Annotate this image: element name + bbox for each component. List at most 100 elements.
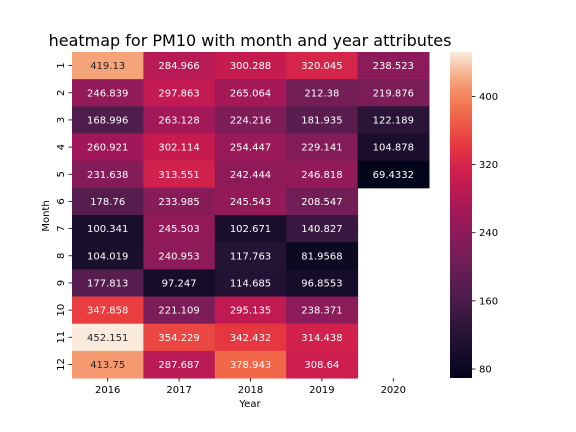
cell-value-label: 260.921 (87, 143, 128, 154)
y-tick-label: 4 (56, 144, 67, 150)
cell-value-label: 140.827 (301, 224, 342, 235)
cell-value-label: 104.878 (373, 143, 414, 154)
heatmap-cell (143, 269, 216, 298)
cell-value-label: 452.151 (87, 333, 128, 344)
cell-value-label: 219.876 (373, 88, 414, 99)
cell-value-label: 122.189 (373, 115, 414, 126)
cell-value-label: 181.935 (301, 115, 342, 126)
heatmap-cell (286, 269, 359, 298)
heatmap-cell (214, 296, 287, 325)
cell-value-label: 114.685 (230, 278, 271, 289)
cell-value-label: 168.996 (87, 115, 128, 126)
heatmap-cell (214, 52, 287, 80)
cell-value-label: 284.966 (158, 61, 199, 72)
heatmap-cell (286, 160, 359, 189)
heatmap-cell (357, 160, 430, 189)
heatmap-cell (214, 106, 287, 135)
cell-value-label: 178.76 (90, 197, 125, 208)
heatmap-cell (143, 215, 216, 243)
heatmap-cell (143, 350, 216, 379)
cell-value-label: 117.763 (230, 251, 271, 262)
heatmap-cell (72, 52, 144, 80)
heatmap-cell (214, 350, 287, 379)
cell-value-label: 238.371 (301, 306, 342, 317)
cell-value-label: 102.671 (230, 224, 271, 235)
heatmap-cell (214, 242, 287, 270)
heatmap-cell (143, 106, 216, 135)
cell-value-label: 308.64 (304, 360, 339, 371)
cell-value-label: 231.638 (87, 170, 128, 181)
heatmap-cell (143, 296, 216, 325)
cell-value-label: 245.543 (230, 197, 271, 208)
cell-value-label: 104.019 (87, 251, 128, 262)
cell-value-label: 221.109 (158, 306, 199, 317)
heatmap-cell (143, 160, 216, 189)
y-tick-label: 10 (56, 304, 67, 317)
heatmap-cell (72, 133, 144, 162)
cell-value-label: 224.216 (230, 115, 271, 126)
heatmap-cell (214, 160, 287, 189)
heatmap-cell (72, 160, 144, 189)
x-axis-ticks: 2016 2017 2018 2019 2020 (95, 378, 406, 396)
cell-value-label: 242.444 (230, 170, 271, 181)
cell-value-label: 240.953 (158, 251, 199, 262)
heatmap-cell (286, 133, 359, 162)
cell-value-label: 69.4332 (373, 170, 414, 181)
y-tick-label: 9 (56, 280, 67, 286)
cell-value-label: 229.141 (301, 143, 342, 154)
cell-value-label: 254.447 (230, 143, 271, 154)
x-tick-label: 2019 (309, 385, 334, 396)
heatmap-cell (72, 79, 144, 107)
x-tick-label: 2018 (238, 385, 263, 396)
colorbar-tick-label: 80 (479, 364, 492, 375)
heatmap-cell (72, 296, 144, 325)
heatmap-cell (357, 106, 430, 135)
heatmap-cell (286, 106, 359, 135)
heatmap-cell (72, 215, 144, 243)
cell-value-label: 347.858 (87, 306, 128, 317)
heatmap-cell (286, 296, 359, 325)
heatmap-cell (72, 242, 144, 270)
cell-value-label: 354.229 (158, 333, 199, 344)
heatmap-cells: 419.13 284.966 300.288 320.045 238.523 246.83… (72, 52, 430, 379)
cell-value-label: 246.818 (301, 170, 342, 181)
heatmap-cell (214, 269, 287, 298)
heatmap-cell (143, 242, 216, 270)
cell-value-label: 97.247 (162, 278, 197, 289)
y-tick-label: 5 (56, 171, 67, 177)
cell-value-label: 320.045 (301, 61, 342, 72)
cell-value-label: 263.128 (158, 115, 199, 126)
cell-value-label: 96.8553 (301, 278, 342, 289)
cell-value-label: 413.75 (90, 360, 125, 371)
heatmap-cell (214, 323, 287, 352)
heatmap-cell (357, 133, 430, 162)
heatmap-cell (214, 79, 287, 107)
cell-value-label: 177.813 (87, 278, 128, 289)
colorbar-tick-label: 240 (479, 228, 498, 239)
cell-value-label: 302.114 (158, 143, 199, 154)
y-tick-label: 2 (56, 90, 67, 96)
colorbar-tick-label: 160 (479, 296, 498, 307)
heatmap-cell (286, 350, 359, 379)
cell-value-label: 238.523 (373, 61, 414, 72)
cell-value-label: 378.943 (230, 360, 271, 371)
x-tick-label: 2020 (381, 385, 406, 396)
cell-value-label: 100.341 (87, 224, 128, 235)
heatmap-cell (143, 133, 216, 162)
y-axis-label: Month (41, 200, 52, 231)
cell-value-label: 419.13 (90, 61, 125, 72)
y-tick-label: 1 (56, 62, 67, 68)
y-tick-label: 11 (56, 331, 67, 344)
y-tick-label: 6 (56, 198, 67, 204)
y-tick-label: 7 (56, 225, 67, 231)
heatmap-cell (214, 133, 287, 162)
colorbar-tick-label: 320 (479, 160, 498, 171)
heatmap-cell (72, 350, 144, 379)
colorbar-ticks: 80 160 240 320 400 (472, 92, 498, 375)
heatmap-cell (72, 269, 144, 298)
cell-value-label: 245.503 (158, 224, 199, 235)
cell-value-label: 81.9568 (301, 251, 342, 262)
heatmap-cell (286, 79, 359, 107)
